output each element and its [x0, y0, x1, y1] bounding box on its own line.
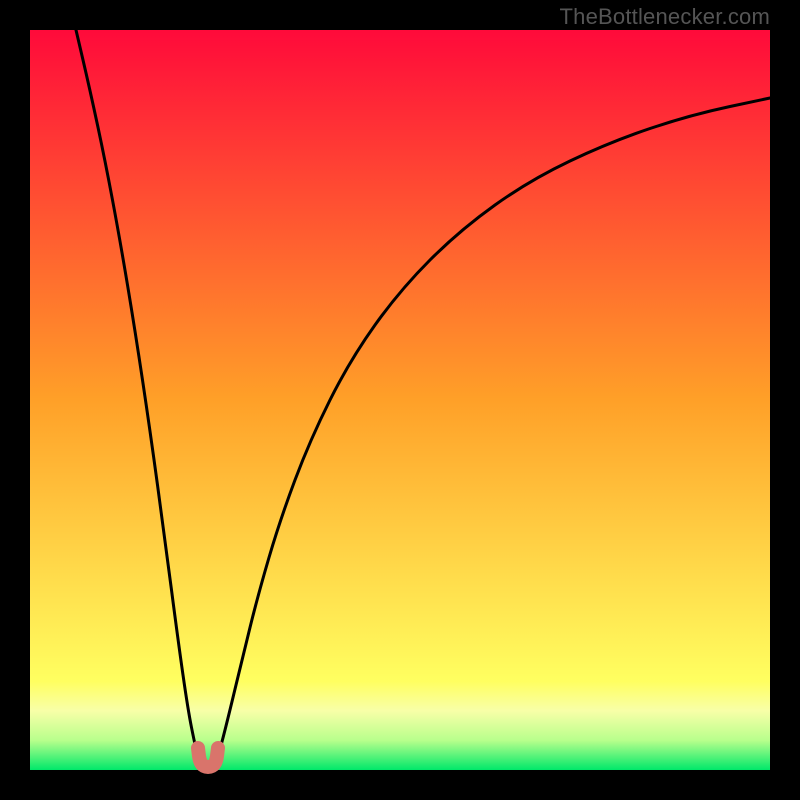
curve-right [218, 98, 770, 756]
watermark-text: TheBottlenecker.com [560, 4, 770, 30]
plot-area [30, 30, 770, 770]
curve-layer [30, 30, 770, 770]
curve-left [76, 30, 198, 756]
valley-marker [198, 748, 218, 767]
chart-frame: TheBottlenecker.com [0, 0, 800, 800]
